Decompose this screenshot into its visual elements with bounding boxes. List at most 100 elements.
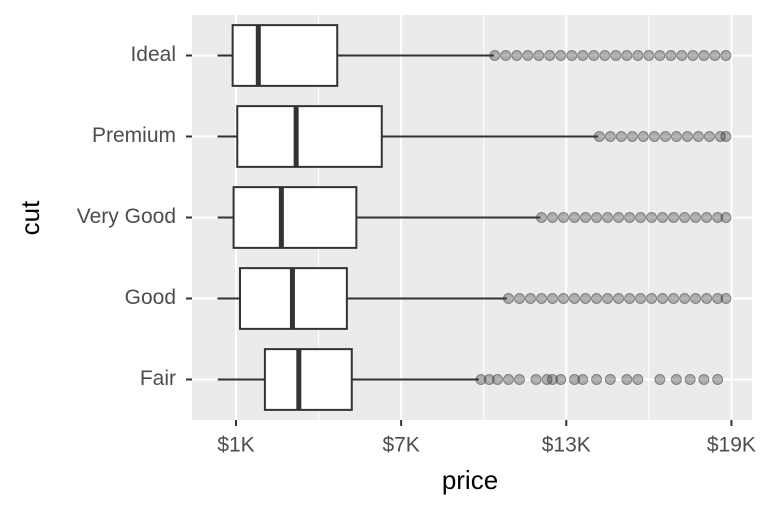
outlier [591, 374, 603, 385]
outlier [632, 50, 644, 61]
box [232, 186, 358, 249]
outlier [720, 50, 732, 61]
outlier [524, 293, 536, 304]
x-tick-label: $19K [707, 434, 756, 457]
box [263, 348, 353, 411]
outlier [547, 293, 559, 304]
outlier [536, 212, 548, 223]
outlier [604, 131, 616, 142]
outlier [679, 212, 691, 223]
outlier [643, 50, 655, 61]
outlier [698, 50, 710, 61]
outlier [687, 50, 699, 61]
outlier [632, 374, 644, 385]
y-tick-label: Fair [140, 367, 176, 390]
outlier [544, 50, 556, 61]
outlier [668, 293, 680, 304]
outlier [513, 293, 525, 304]
outlier [533, 50, 545, 61]
outlier [690, 212, 702, 223]
outlier [541, 374, 553, 385]
outlier [615, 131, 627, 142]
y-axis-title: cut [15, 200, 45, 235]
outlier [547, 374, 559, 385]
outlier [489, 50, 501, 61]
outlier [577, 374, 589, 385]
outlier [569, 293, 581, 304]
x-tick-label: $7K [382, 434, 419, 457]
outlier [657, 212, 669, 223]
outlier [588, 50, 600, 61]
outlier [536, 293, 548, 304]
outlier [709, 50, 721, 61]
outlier [681, 131, 693, 142]
outlier [580, 293, 592, 304]
outlier [720, 131, 732, 142]
outlier [558, 212, 570, 223]
x-axis-title: price [442, 465, 498, 495]
outlier [659, 131, 671, 142]
outlier [483, 374, 495, 385]
outlier [602, 212, 614, 223]
outlier [555, 374, 567, 385]
outlier [690, 293, 702, 304]
outlier [569, 212, 581, 223]
outlier [657, 293, 669, 304]
outlier [502, 293, 514, 304]
outlier [679, 293, 691, 304]
outlier [491, 374, 503, 385]
outlier [602, 293, 614, 304]
outlier [566, 50, 578, 61]
outlier [670, 374, 682, 385]
outlier [646, 293, 658, 304]
outlier [580, 212, 592, 223]
outlier [624, 212, 636, 223]
outlier [558, 293, 570, 304]
outlier [604, 374, 616, 385]
outlier [703, 131, 715, 142]
outlier [637, 131, 649, 142]
outlier [522, 50, 534, 61]
outlier [591, 212, 603, 223]
outlier [654, 374, 666, 385]
outlier [621, 374, 633, 385]
outlier [502, 374, 514, 385]
outlier [654, 50, 666, 61]
outlier [511, 50, 523, 61]
outlier [701, 212, 713, 223]
outlier [648, 131, 660, 142]
y-tick-label: Premium [92, 124, 176, 147]
outlier [475, 374, 487, 385]
outlier [646, 212, 658, 223]
outlier [712, 293, 724, 304]
outlier [635, 293, 647, 304]
y-tick-label: Ideal [130, 43, 176, 66]
outlier [513, 374, 525, 385]
outlier [555, 50, 567, 61]
outlier [692, 131, 704, 142]
outlier [599, 50, 611, 61]
outlier [635, 212, 647, 223]
box [236, 105, 383, 168]
outlier [569, 374, 581, 385]
outlier [670, 131, 682, 142]
outlier [547, 212, 559, 223]
x-tick-label: $1K [217, 434, 254, 457]
outlier [613, 212, 625, 223]
outlier [613, 293, 625, 304]
outlier [624, 293, 636, 304]
outlier [577, 50, 589, 61]
outlier [593, 131, 605, 142]
outlier [720, 212, 732, 223]
outlier [665, 50, 677, 61]
outlier [712, 374, 724, 385]
y-tick-label: Very Good [77, 205, 176, 228]
outlier [712, 212, 724, 223]
outlier [530, 374, 542, 385]
outlier [626, 131, 638, 142]
outlier [684, 374, 696, 385]
outlier [591, 293, 603, 304]
outlier [621, 50, 633, 61]
